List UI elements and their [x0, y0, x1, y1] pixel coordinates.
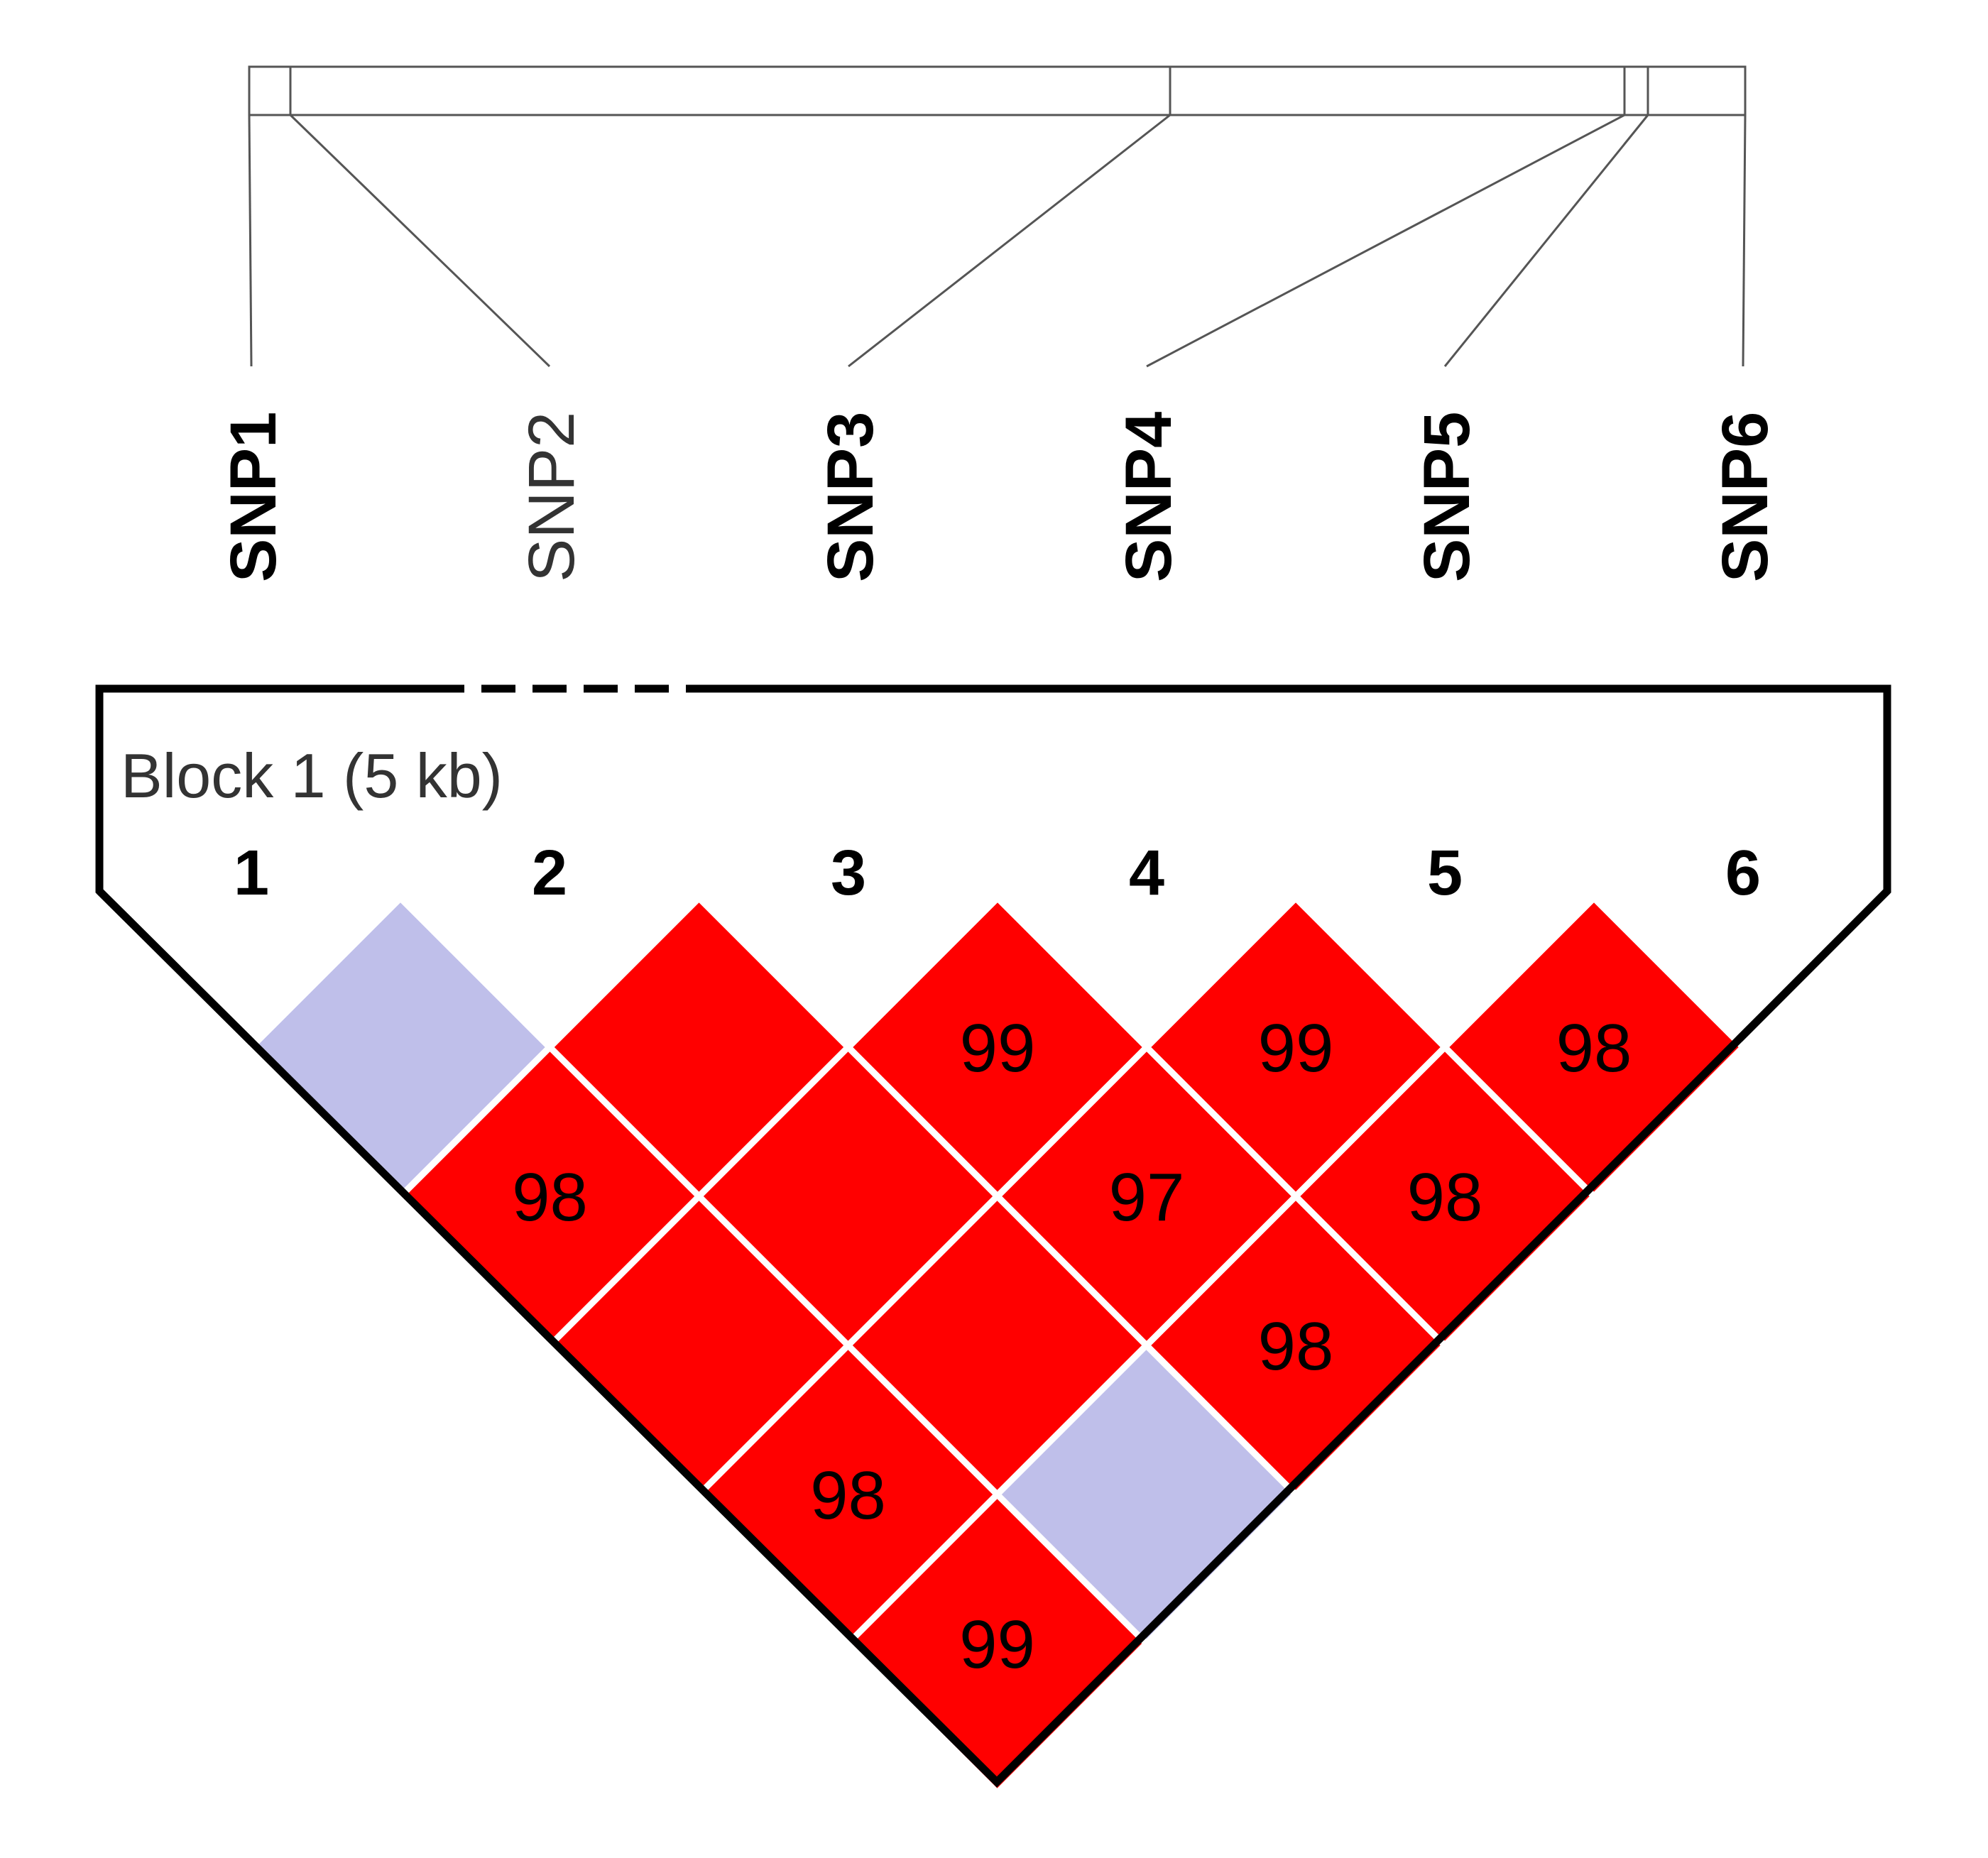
snp-index: 1	[234, 838, 269, 909]
snp-index: 6	[1725, 838, 1761, 909]
ld-cell-value: 98	[1258, 1308, 1334, 1384]
snp-label: SNP6	[1709, 412, 1781, 582]
snp-label: SNP3	[814, 412, 887, 582]
snp-index: 3	[831, 838, 866, 909]
snp-label: SNP1	[217, 412, 290, 582]
snp-connector	[1742, 114, 1747, 367]
snp-indices: 1 2 3 4 5 6	[234, 838, 1761, 909]
ld-cell-value: 99	[959, 1607, 1035, 1683]
ld-cell-value: 99	[960, 1010, 1036, 1086]
snp-labels: SNP1 SNP2 SNP3 SNP4 SNP5 SNP6	[217, 412, 1781, 582]
ld-cell-value: 98	[1407, 1159, 1483, 1235]
snp-index: 2	[532, 838, 567, 909]
snp-index: 5	[1427, 838, 1463, 909]
snp-connector	[1146, 114, 1625, 368]
block-outline-bottom	[97, 888, 1890, 1788]
snp-connector	[1443, 114, 1649, 367]
block-label: Block 1 (5 kb)	[121, 741, 503, 811]
snp-label: SNP2	[515, 412, 588, 582]
chromosome-bar	[248, 65, 1747, 116]
snp-label: SNP4	[1113, 412, 1185, 582]
ld-cell-value: 98	[810, 1458, 886, 1534]
snp-connector	[848, 114, 1171, 368]
ld-cell-value: 98	[1556, 1010, 1632, 1086]
snp-label: SNP5	[1411, 412, 1483, 582]
ld-cell-diamond	[843, 1490, 1151, 1798]
ld-cell-value: 98	[512, 1159, 588, 1235]
genomic-track	[248, 65, 1747, 368]
ld-cell-value: 99	[1258, 1010, 1334, 1086]
snp-connector	[289, 114, 551, 368]
ld-cell-value: 97	[1109, 1159, 1185, 1235]
ld-matrix: 99 99 98 98 97 98 98 98 99	[246, 893, 1748, 1798]
snp-index: 4	[1129, 838, 1164, 909]
snp-connector	[248, 114, 253, 367]
ld-cell: 99	[843, 1490, 1151, 1798]
